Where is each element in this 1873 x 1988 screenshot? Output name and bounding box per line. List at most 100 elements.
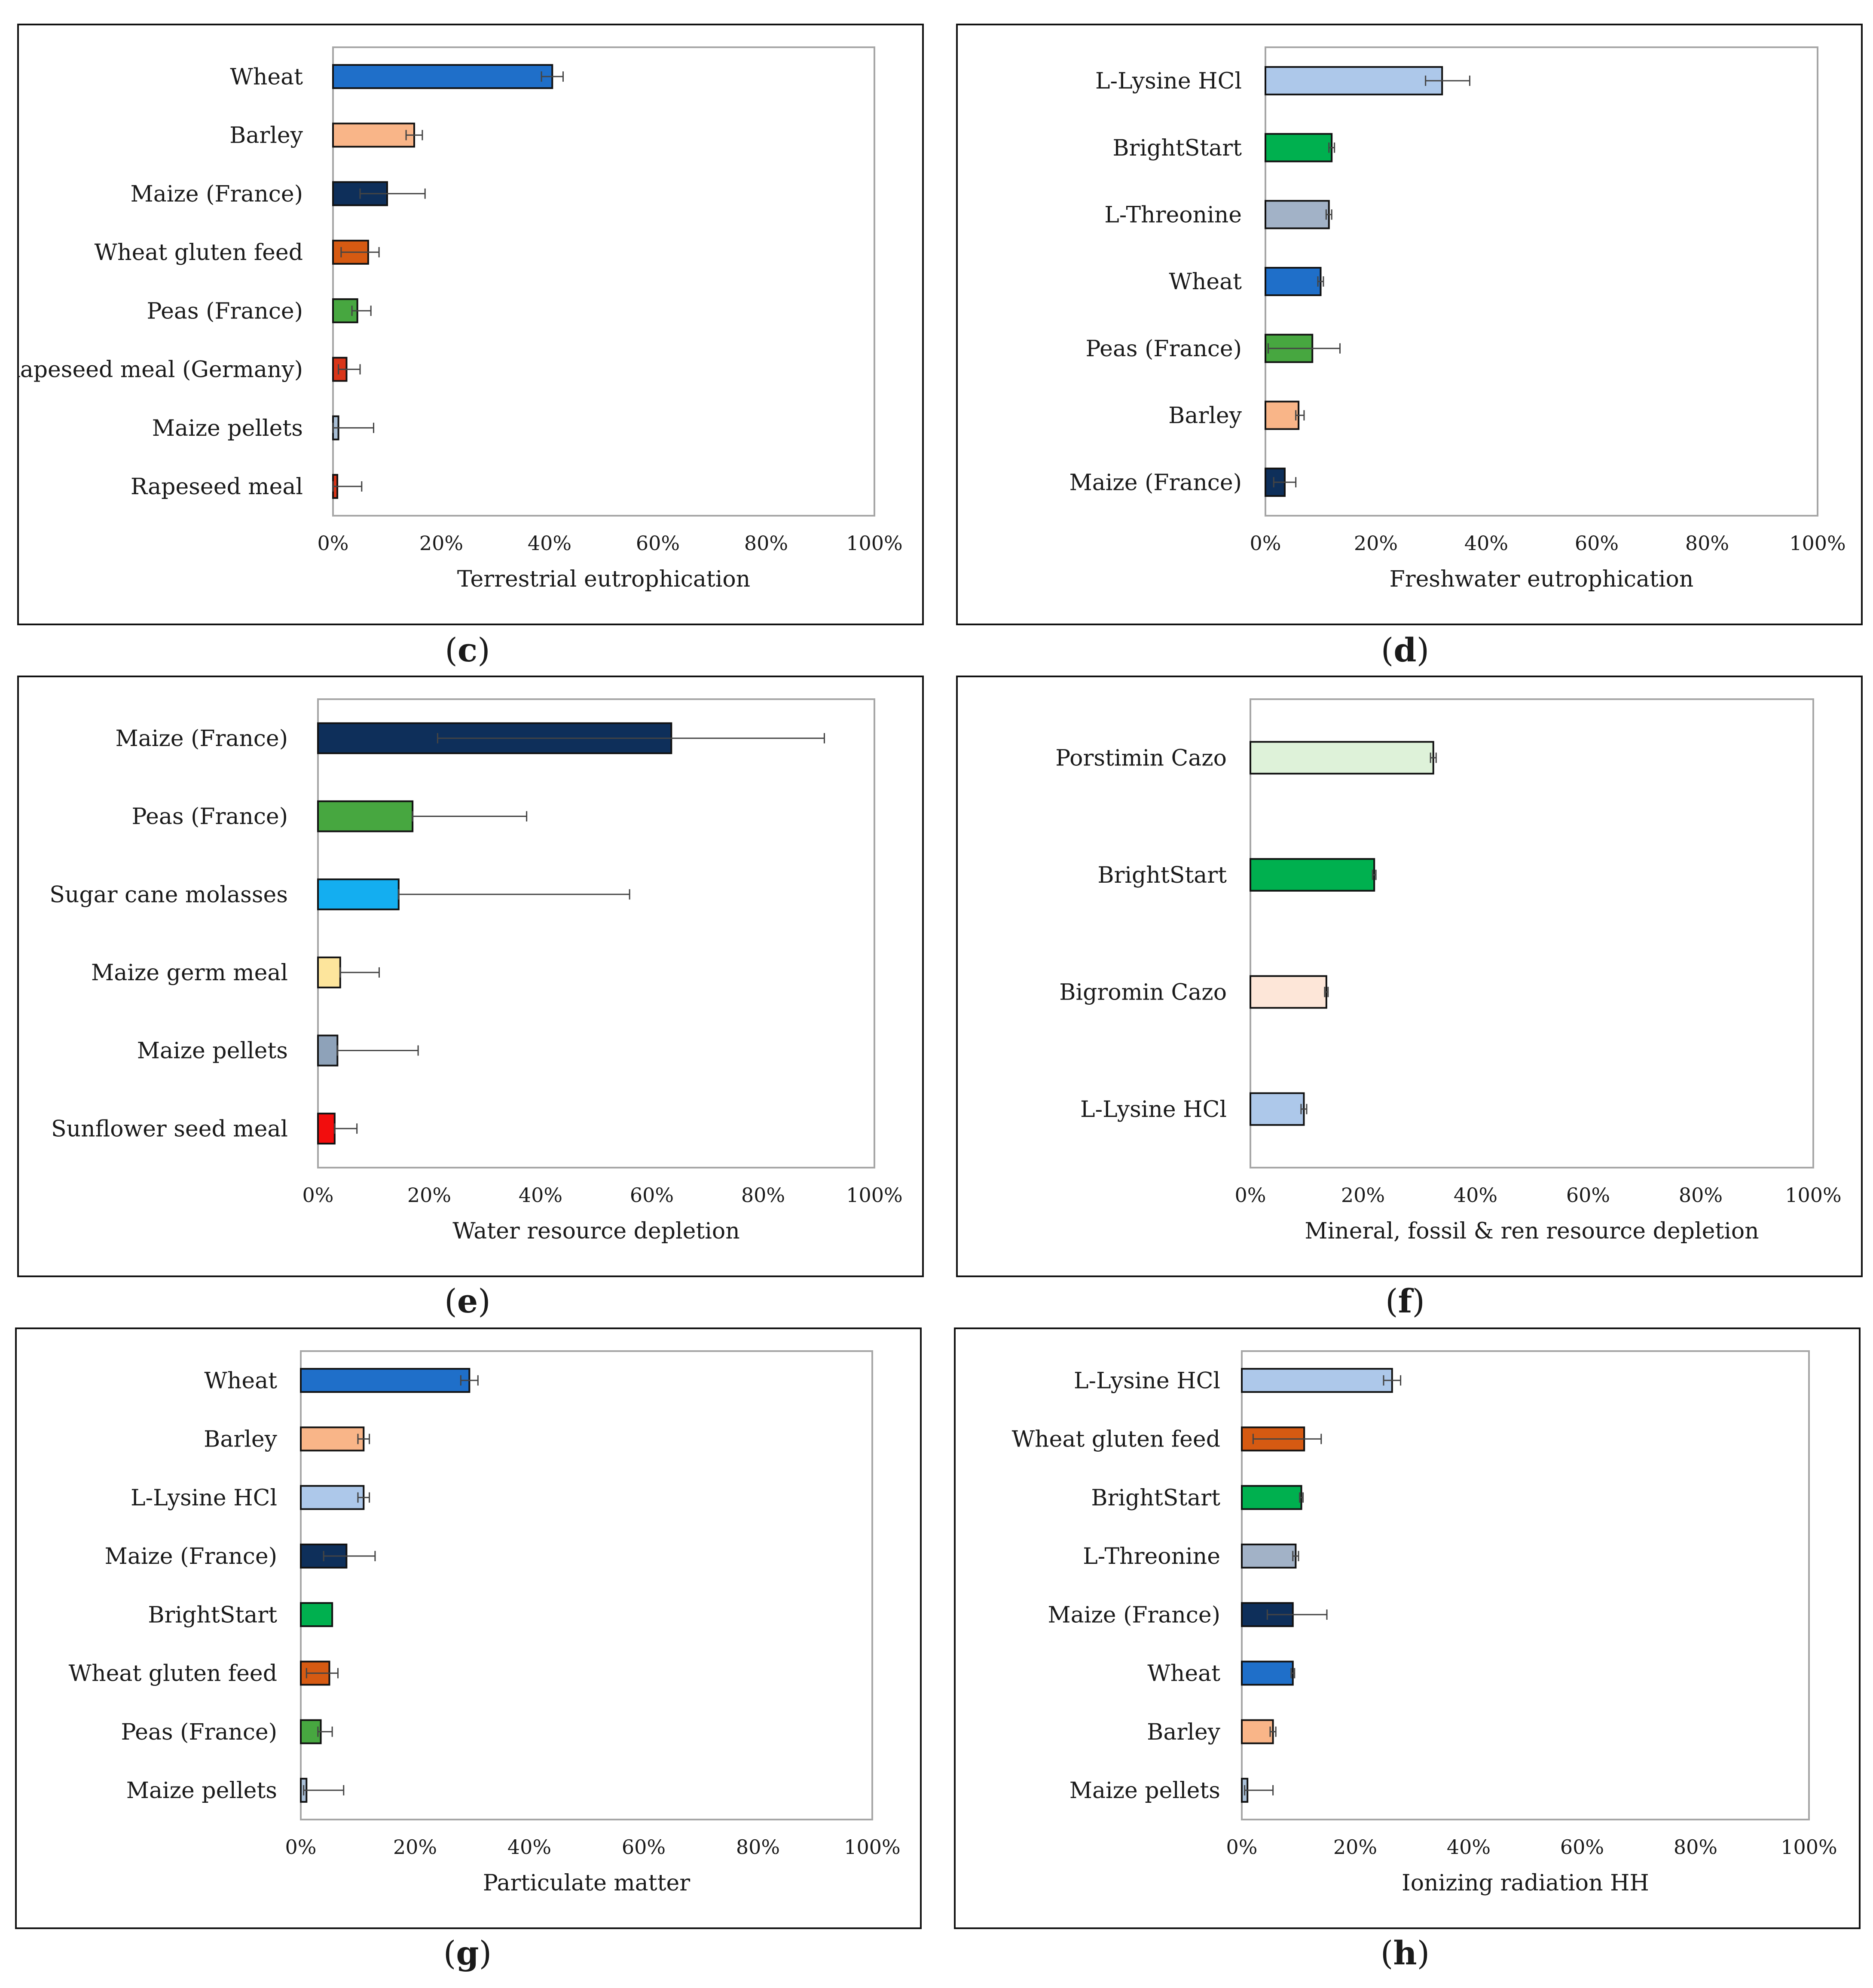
category-label: Peas (France): [131, 804, 288, 830]
outer-frame: [17, 676, 924, 1277]
category-label: Porstimin Cazo: [1055, 745, 1227, 771]
category-label: Wheat gluten feed: [95, 240, 303, 266]
bar: [317, 1034, 339, 1067]
category-label: L-Lysine HCl: [1095, 68, 1242, 94]
category-label: Barley: [1168, 403, 1242, 429]
bar: [1250, 741, 1434, 775]
bar: [317, 878, 400, 911]
x-tick-label: 100%: [1785, 1184, 1842, 1207]
bar: [332, 64, 553, 89]
category-label: Wheat: [204, 1368, 277, 1394]
bar: [1241, 1368, 1393, 1393]
x-tick-label: 100%: [846, 532, 903, 555]
x-tick-label: 0%: [1235, 1184, 1266, 1207]
bar: [1265, 401, 1300, 430]
x-tick-label: 40%: [1447, 1835, 1491, 1859]
chart-h: L-Lysine HCl Wheat gluten feed BrightStart…: [954, 1327, 1861, 1929]
category-label: Barley: [204, 1427, 277, 1453]
category-label: Maize pellets: [1069, 1778, 1220, 1804]
x-tick-label: 40%: [1464, 532, 1508, 555]
plot-area: [1250, 698, 1814, 1168]
x-tick-label: 100%: [1781, 1835, 1837, 1859]
chart-f: Porstimin Cazo BrightStart Bigromin Cazo L-…: [956, 676, 1863, 1277]
x-tick-label: 100%: [846, 1184, 903, 1207]
x-tick-label: 80%: [1679, 1184, 1723, 1207]
category-label: Peas (France): [147, 298, 303, 324]
category-label: L-Threonine: [1083, 1544, 1220, 1569]
caption-d: (d): [1381, 631, 1430, 669]
panel-e: Maize (France) Peas (France) Sugar cane mo…: [17, 676, 924, 1277]
x-tick-label: 60%: [636, 532, 680, 555]
panel-h: L-Lysine HCl Wheat gluten feed BrightStart…: [954, 1327, 1861, 1929]
category-label: Bigromin Cazo: [1059, 979, 1227, 1005]
x-tick-label: 0%: [285, 1835, 317, 1859]
category-label: L-Lysine HCl: [1080, 1097, 1227, 1122]
category-label: BrightStart: [1097, 862, 1227, 888]
category-label: BrightStart: [1091, 1485, 1220, 1511]
category-label: Maize (France): [116, 726, 288, 752]
category-label: Maize pellets: [126, 1778, 277, 1804]
category-label: Peas (France): [1085, 336, 1242, 362]
bar: [1241, 1543, 1297, 1569]
category-label: Sugar cane molasses: [49, 882, 288, 908]
bar: [1250, 975, 1327, 1009]
x-axis-title: Terrestrial eutrophication: [457, 566, 750, 592]
panel-g: Wheat Barley L-Lysine HCl Maize (France) Bri…: [15, 1327, 922, 1929]
category-label: Rapeseed meal: [131, 474, 303, 500]
plot-area: [1241, 1350, 1810, 1820]
panel-d: L-Lysine HCl BrightStart L-Threonine Wheat P…: [956, 24, 1863, 625]
plot-area: [300, 1350, 873, 1820]
x-tick-label: 20%: [1354, 532, 1398, 555]
x-tick-label: 80%: [736, 1835, 780, 1859]
chart-c: Wheat Barley Maize (France) Wheat gluten fe…: [17, 24, 924, 625]
chart-d: L-Lysine HCl BrightStart L-Threonine Wheat P…: [956, 24, 1863, 625]
category-label: Wheat: [230, 64, 303, 90]
outer-frame: [15, 1327, 922, 1929]
outer-frame: [17, 24, 924, 625]
bar: [1265, 66, 1443, 95]
category-label: BrightStart: [1112, 135, 1242, 161]
category-label: Maize pellets: [137, 1038, 288, 1064]
bar: [300, 1368, 471, 1393]
x-axis-title: Particulate matter: [483, 1870, 690, 1896]
x-tick-label: 60%: [1566, 1184, 1610, 1207]
category-label: L-Lysine HCl: [1074, 1368, 1220, 1394]
category-label: Maize pellets: [152, 416, 303, 441]
x-tick-label: 80%: [1674, 1835, 1717, 1859]
caption-f: (f): [1385, 1282, 1425, 1320]
x-tick-label: 20%: [1333, 1835, 1377, 1859]
x-tick-label: 60%: [1560, 1835, 1604, 1859]
category-label: Wheat gluten feed: [1012, 1427, 1220, 1453]
x-tick-label: 0%: [1226, 1835, 1258, 1859]
panel-f: Porstimin Cazo BrightStart Bigromin Cazo L-…: [956, 676, 1863, 1277]
x-tick-label: 20%: [407, 1184, 451, 1207]
category-label: L-Threonine: [1104, 202, 1242, 228]
x-tick-label: 60%: [1575, 532, 1619, 555]
category-label: Maize (France): [1069, 470, 1242, 495]
category-label: Maize (France): [1048, 1602, 1220, 1628]
x-tick-label: 40%: [507, 1835, 551, 1859]
x-tick-label: 40%: [528, 532, 571, 555]
chart-g: Wheat Barley L-Lysine HCl Maize (France) Bri…: [15, 1327, 922, 1929]
bar: [300, 1602, 333, 1627]
category-label: Rapeseed meal (Germany): [17, 357, 303, 383]
bar: [317, 800, 414, 832]
caption-e: (e): [444, 1282, 491, 1320]
category-label: Wheat: [1169, 269, 1242, 295]
x-tick-label: 80%: [744, 532, 788, 555]
bar: [1265, 200, 1330, 229]
bar: [332, 122, 415, 148]
x-tick-label: 0%: [302, 1184, 334, 1207]
category-label: Wheat: [1147, 1661, 1220, 1687]
category-label: Maize (France): [105, 1544, 277, 1569]
category-label: Wheat gluten feed: [69, 1661, 277, 1687]
category-label: Peas (France): [121, 1719, 277, 1745]
bar: [1265, 133, 1333, 162]
x-tick-label: 20%: [419, 532, 463, 555]
x-tick-label: 100%: [1789, 532, 1846, 555]
x-tick-label: 60%: [622, 1835, 666, 1859]
x-axis-title: Water resource depletion: [452, 1218, 739, 1244]
bar: [317, 1113, 336, 1145]
x-tick-label: 80%: [1685, 532, 1729, 555]
x-tick-label: 80%: [741, 1184, 785, 1207]
